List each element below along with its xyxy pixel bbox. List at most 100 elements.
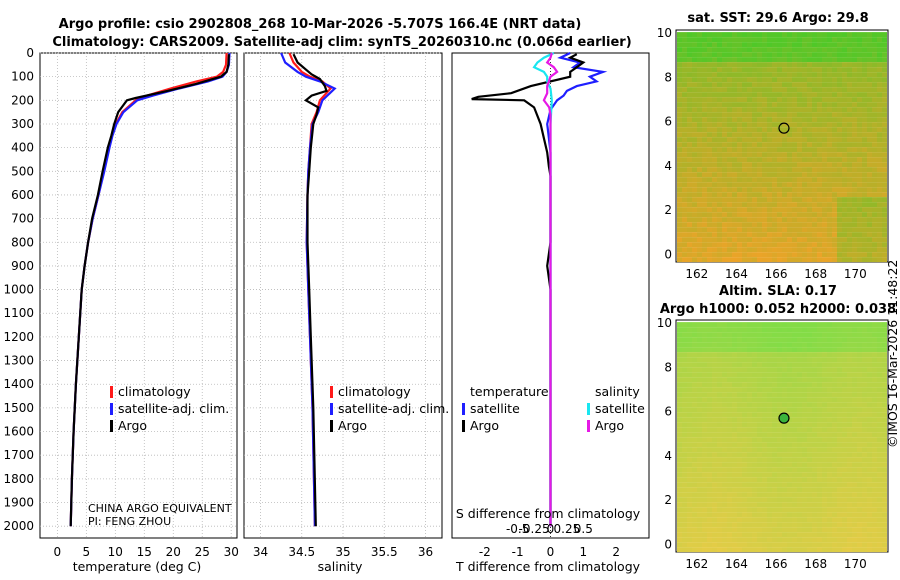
map-cell — [682, 217, 687, 223]
map-cell — [727, 457, 732, 463]
x-tick-label: 36 — [418, 545, 433, 559]
map-cell — [827, 337, 832, 343]
map-cell — [777, 242, 782, 248]
map-cell — [687, 77, 692, 83]
map-cell — [702, 82, 707, 88]
map-cell — [812, 147, 817, 153]
map-cell — [852, 192, 857, 198]
map-cell — [702, 497, 707, 503]
map-cell — [752, 127, 757, 133]
map-cell — [862, 42, 867, 48]
map-cell — [767, 67, 772, 73]
map-cell — [702, 257, 707, 263]
map-cell — [832, 487, 837, 493]
map-cell — [812, 167, 817, 173]
map-cell — [732, 102, 737, 108]
map-cell — [682, 402, 687, 408]
map-cell — [842, 207, 847, 213]
map-cell — [732, 462, 737, 468]
map-cell — [877, 227, 882, 233]
map-cell — [817, 322, 822, 328]
map-cell — [867, 207, 872, 213]
map-cell — [797, 52, 802, 58]
map-cell — [727, 357, 732, 363]
map-cell — [827, 232, 832, 238]
map-cell — [782, 537, 787, 543]
map-cell — [707, 402, 712, 408]
map-cell — [792, 492, 797, 498]
map-cell — [877, 447, 882, 453]
map-cell — [837, 337, 842, 343]
map-cell — [782, 427, 787, 433]
map-cell — [872, 477, 877, 483]
map-cell — [742, 167, 747, 173]
map-cell — [712, 342, 717, 348]
map-cell — [707, 247, 712, 253]
map-cell — [777, 252, 782, 258]
map-cell — [817, 187, 822, 193]
map-cell — [717, 502, 722, 508]
map-cell — [787, 347, 792, 353]
map-cell — [802, 452, 807, 458]
map-cell — [737, 382, 742, 388]
map-cell — [737, 452, 742, 458]
map-cell — [852, 202, 857, 208]
map-cell — [752, 382, 757, 388]
map-cell — [767, 492, 772, 498]
map-cell — [752, 462, 757, 468]
map-cell — [682, 432, 687, 438]
map-cell — [872, 452, 877, 458]
map-cell — [797, 137, 802, 143]
map-cell — [727, 177, 732, 183]
map-cell — [867, 157, 872, 163]
map-cell — [722, 542, 727, 548]
map-cell — [802, 242, 807, 248]
map-cell — [712, 202, 717, 208]
map-cell — [772, 427, 777, 433]
map-cell — [847, 192, 852, 198]
map-cell — [812, 257, 817, 263]
map-cell — [797, 147, 802, 153]
map-cell — [837, 512, 842, 518]
map-cell — [752, 182, 757, 188]
map-cell — [737, 537, 742, 543]
map-cell — [747, 322, 752, 328]
map-cell — [822, 242, 827, 248]
map-cell — [767, 117, 772, 123]
map-cell — [702, 442, 707, 448]
map-cell — [692, 372, 697, 378]
map-cell — [832, 137, 837, 143]
map-cell — [772, 547, 777, 553]
map-cell — [782, 162, 787, 168]
map-cell — [752, 242, 757, 248]
map-cell — [862, 447, 867, 453]
map-cell — [767, 447, 772, 453]
map-cell — [767, 347, 772, 353]
map-cell — [712, 327, 717, 333]
x-tick-label: 30 — [224, 545, 239, 559]
map-cell — [697, 122, 702, 128]
map-cell — [682, 412, 687, 418]
map-cell — [767, 257, 772, 263]
map-cell — [817, 422, 822, 428]
map-cell — [687, 122, 692, 128]
map-cell — [682, 407, 687, 413]
map-cell — [767, 137, 772, 143]
map-cell — [842, 37, 847, 43]
map-cell — [687, 402, 692, 408]
map-cell — [797, 142, 802, 148]
map-cell — [802, 432, 807, 438]
map-cell — [797, 67, 802, 73]
map-cell — [867, 332, 872, 338]
map-cell — [742, 502, 747, 508]
map-cell — [812, 367, 817, 373]
map-cell — [757, 182, 762, 188]
map-cell — [807, 57, 812, 63]
map-cell — [727, 437, 732, 443]
map-cell — [732, 322, 737, 328]
map-cell — [692, 342, 697, 348]
map-cell — [782, 492, 787, 498]
map-cell — [747, 507, 752, 513]
map-cell — [747, 257, 752, 263]
map-cell — [707, 147, 712, 153]
